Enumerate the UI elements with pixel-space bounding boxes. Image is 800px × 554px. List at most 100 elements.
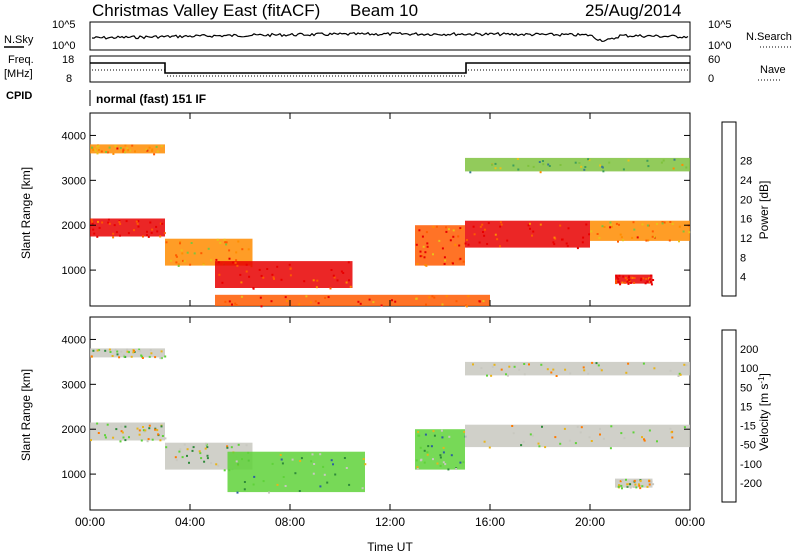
power-speckle [149,221,152,224]
velocity-speckle [147,438,150,441]
power-speckle [329,287,332,290]
velocity-speckle [670,431,673,434]
power-speckle [636,236,639,239]
power-speckle [538,161,541,163]
power-colorbar-tick: 12 [740,233,752,245]
power-speckle [359,302,362,305]
power-speckle [90,218,93,221]
velocity-speckle [90,355,93,358]
velocity-speckle [160,425,163,428]
velocity-speckle [599,427,601,430]
velocity-speckle [362,458,365,460]
velocity-speckle [116,350,119,353]
power-speckle [273,277,275,280]
power-speckle [215,258,218,261]
velocity-speckle [424,433,427,436]
power-speckle [175,255,178,258]
power-speckle [651,230,654,233]
power-speckle [418,229,421,232]
station-title: Christmas Valley East (fitACF) [92,1,320,20]
power-speckle [235,304,238,306]
power-speckle [419,255,422,258]
power-speckle [441,247,444,250]
power-speckle [182,259,184,262]
power-speckle [391,299,393,302]
time-xlabel: Time UT [367,540,413,554]
velocity-ytick-label: 3000 [62,379,86,391]
velocity-speckle [130,355,133,358]
velocity-speckle [641,485,644,488]
power-speckle [660,161,663,164]
beam-title: Beam 10 [350,1,418,20]
power-speckle [494,167,497,170]
power-speckle [186,251,189,254]
power-ytick-label: 3000 [62,175,86,187]
velocity-colorbar-tick: -100 [740,459,762,471]
velocity-speckle [623,437,626,440]
power-speckle [610,223,613,226]
power-speckle [622,239,624,242]
power-speckle [113,224,116,227]
velocity-speckle [235,460,238,463]
power-speckle [240,281,243,284]
nsearch-tick-bottom: 10^0 [708,40,732,52]
velocity-speckle [423,461,426,464]
velocity-speckle [579,431,582,434]
power-speckle [618,274,621,277]
power-speckle [631,236,634,239]
velocity-speckle [284,485,287,487]
velocity-speckle [160,350,163,353]
power-speckle [531,234,533,237]
velocity-speckle [160,357,163,360]
power-speckle [219,241,222,244]
velocity-speckle [669,369,672,372]
velocity-speckle [138,348,141,351]
power-speckle [646,280,649,283]
velocity-speckle [635,479,638,482]
velocity-speckle [312,472,315,475]
velocity-speckle [281,462,284,465]
power-speckle [315,286,318,289]
power-speckle [119,234,121,237]
velocity-speckle [311,453,314,456]
power-speckle [122,150,125,153]
power-colorbar-label: Power [dB] [757,181,771,240]
power-speckle [100,150,103,153]
power-speckle [96,145,99,148]
power-speckle [647,165,650,168]
power-speckle [175,254,178,257]
power-speckle [542,163,545,166]
velocity-speckle [568,439,571,442]
velocity-speckle [472,363,474,366]
velocity-speckle [364,463,367,466]
velocity-speckle [159,439,162,442]
power-speckle [449,239,452,242]
velocity-band-2 [227,451,365,493]
velocity-speckle [210,462,213,465]
power-speckle [615,222,618,225]
xtick-label: 08:00 [275,515,305,529]
power-speckle [262,276,265,279]
power-speckle [642,277,645,280]
power-speckle [583,168,586,171]
power-speckle [142,235,144,238]
power-speckle [552,241,555,244]
velocity-speckle [164,355,167,358]
power-ytick-label: 1000 [62,265,86,277]
power-speckle [159,235,162,238]
velocity-speckle [132,351,135,354]
velocity-speckle [441,436,444,439]
power-speckle [425,303,427,306]
freq-unit: [MHz] [4,68,33,80]
velocity-speckle [599,368,602,371]
power-speckle [420,255,423,257]
power-speckle [368,298,371,301]
power-speckle [630,276,633,279]
velocity-speckle [120,350,123,353]
velocity-speckle [633,479,636,482]
power-speckle [232,261,235,264]
velocity-speckle [146,440,149,443]
power-speckle [425,231,428,234]
velocity-speckle [319,453,322,456]
